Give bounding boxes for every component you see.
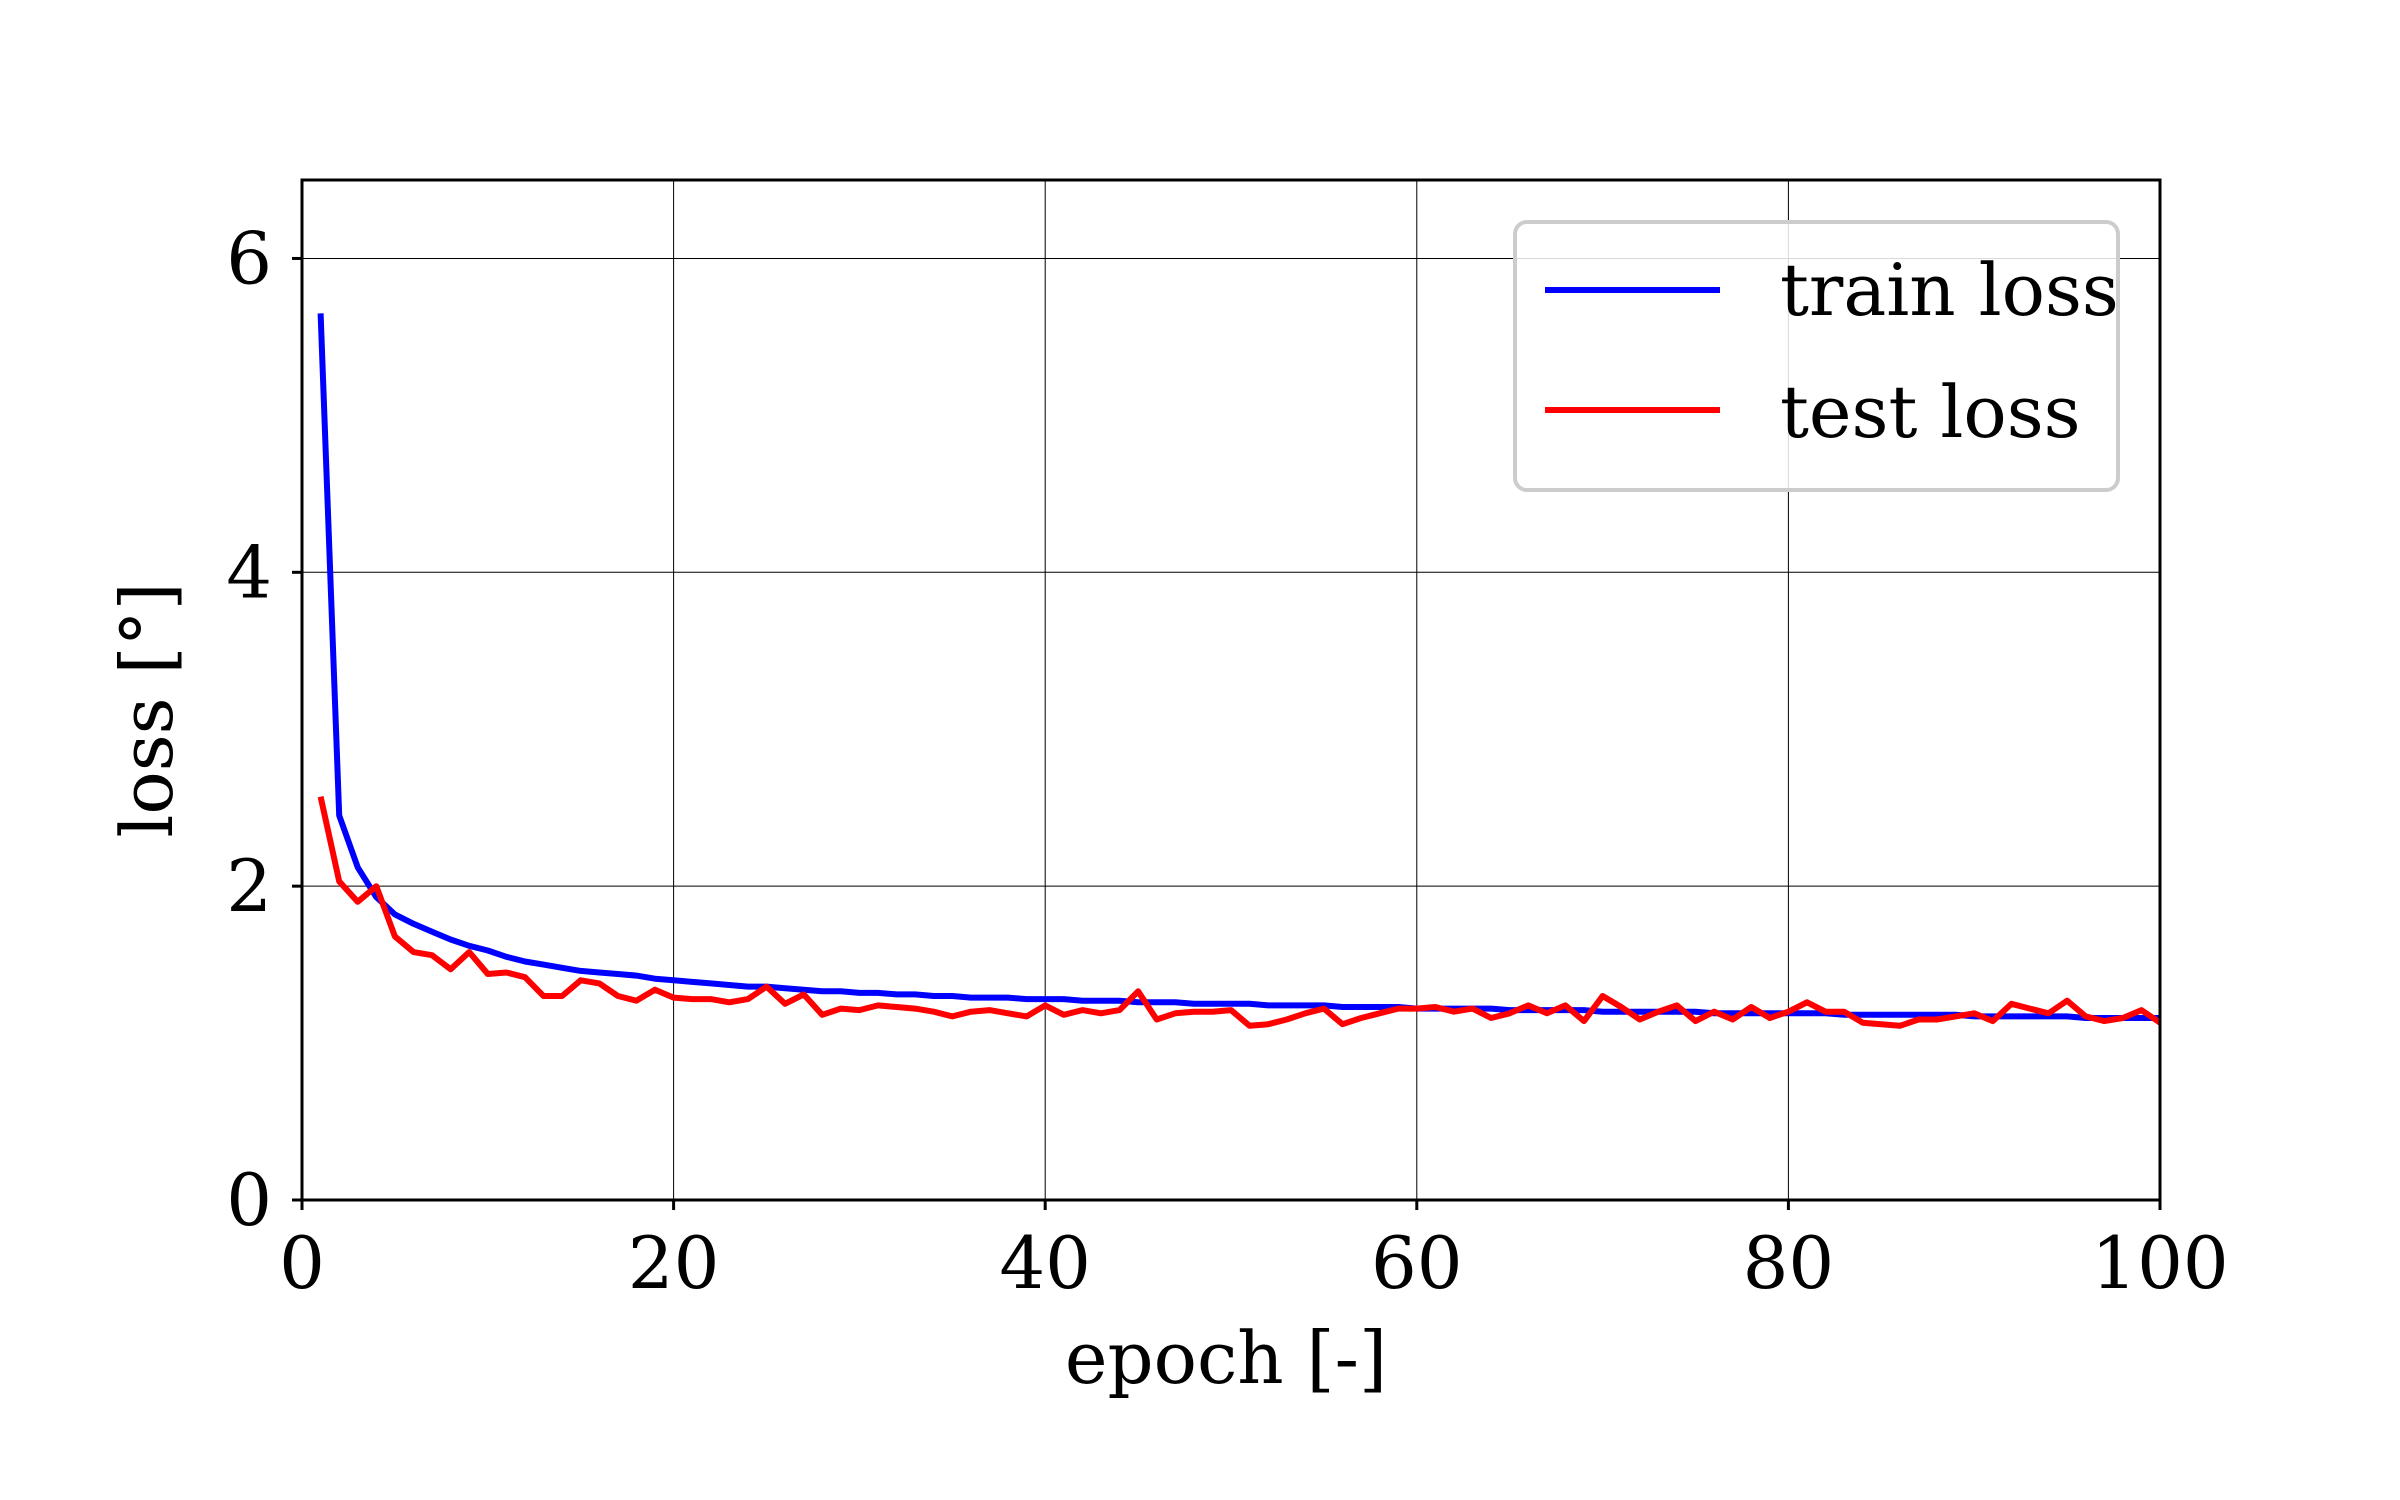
x-tick-label: 20: [628, 1221, 720, 1305]
x-tick-label: 100: [2091, 1221, 2228, 1305]
y-tick-label: 2: [226, 844, 272, 928]
x-tick-label: 0: [279, 1221, 325, 1305]
series-line-test-loss: [317, 796, 2162, 1029]
legend-label-test: test loss: [1780, 370, 2081, 454]
plot-frame: [300, 178, 2162, 1202]
y-tick-label: 6: [226, 216, 272, 300]
y-tick-label: 0: [226, 1158, 272, 1242]
y-tick-label: 4: [226, 530, 272, 614]
legend: train loss test loss: [1513, 220, 2120, 492]
legend-label-train: train loss: [1780, 248, 2119, 332]
series-layer: [317, 313, 2162, 1029]
x-tick-label: 80: [1743, 1221, 1835, 1305]
y-axis-label: loss [°]: [105, 582, 189, 837]
x-tick-label: 40: [999, 1221, 1091, 1305]
x-axis-label: epoch [-]: [1065, 1316, 1387, 1400]
ticks: 0 20 40 60 80 100 0 2 4 6: [226, 216, 2229, 1305]
x-tick-label: 60: [1371, 1221, 1463, 1305]
